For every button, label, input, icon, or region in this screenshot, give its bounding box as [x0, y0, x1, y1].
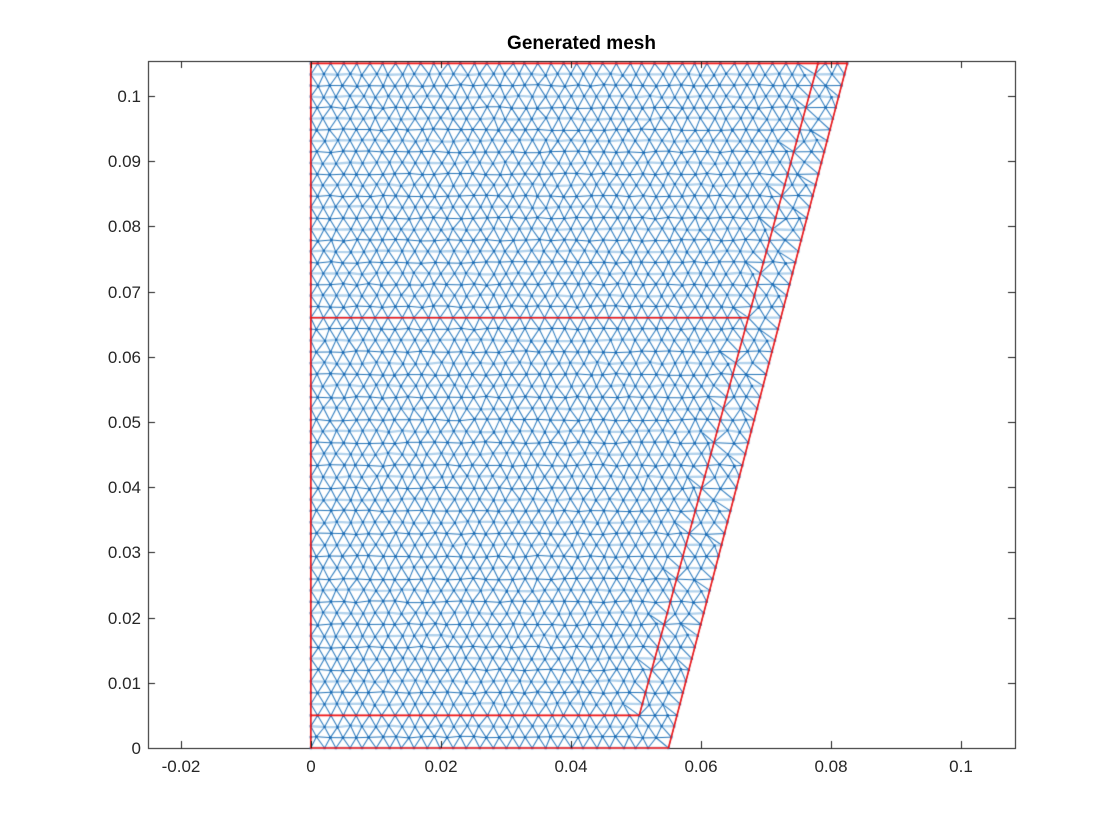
y-tick-label: 0.1 [117, 87, 141, 106]
y-tick-label: 0.02 [107, 609, 141, 628]
y-tick-label: 0.09 [107, 152, 141, 171]
y-tick-label: 0.03 [107, 543, 141, 562]
x-tick-label: 0.06 [684, 757, 718, 776]
y-tick-label: 0.07 [107, 283, 141, 302]
x-tick-label: 0 [306, 757, 316, 776]
x-tick-label: 0.08 [814, 757, 848, 776]
y-tick-label: 0.01 [107, 674, 141, 693]
y-tick-label: 0.04 [107, 478, 141, 497]
y-tick-label: 0.08 [107, 217, 141, 236]
x-tick-label: 0.02 [424, 757, 458, 776]
y-tick-label: 0 [131, 739, 141, 758]
plot-title: Generated mesh [507, 33, 656, 54]
y-tick-label: 0.05 [107, 413, 141, 432]
y-tick-label: 0.06 [107, 348, 141, 367]
x-tick-label: -0.02 [161, 757, 201, 776]
x-tick-label: 0.04 [554, 757, 588, 776]
x-tick-label: 0.1 [949, 757, 973, 776]
